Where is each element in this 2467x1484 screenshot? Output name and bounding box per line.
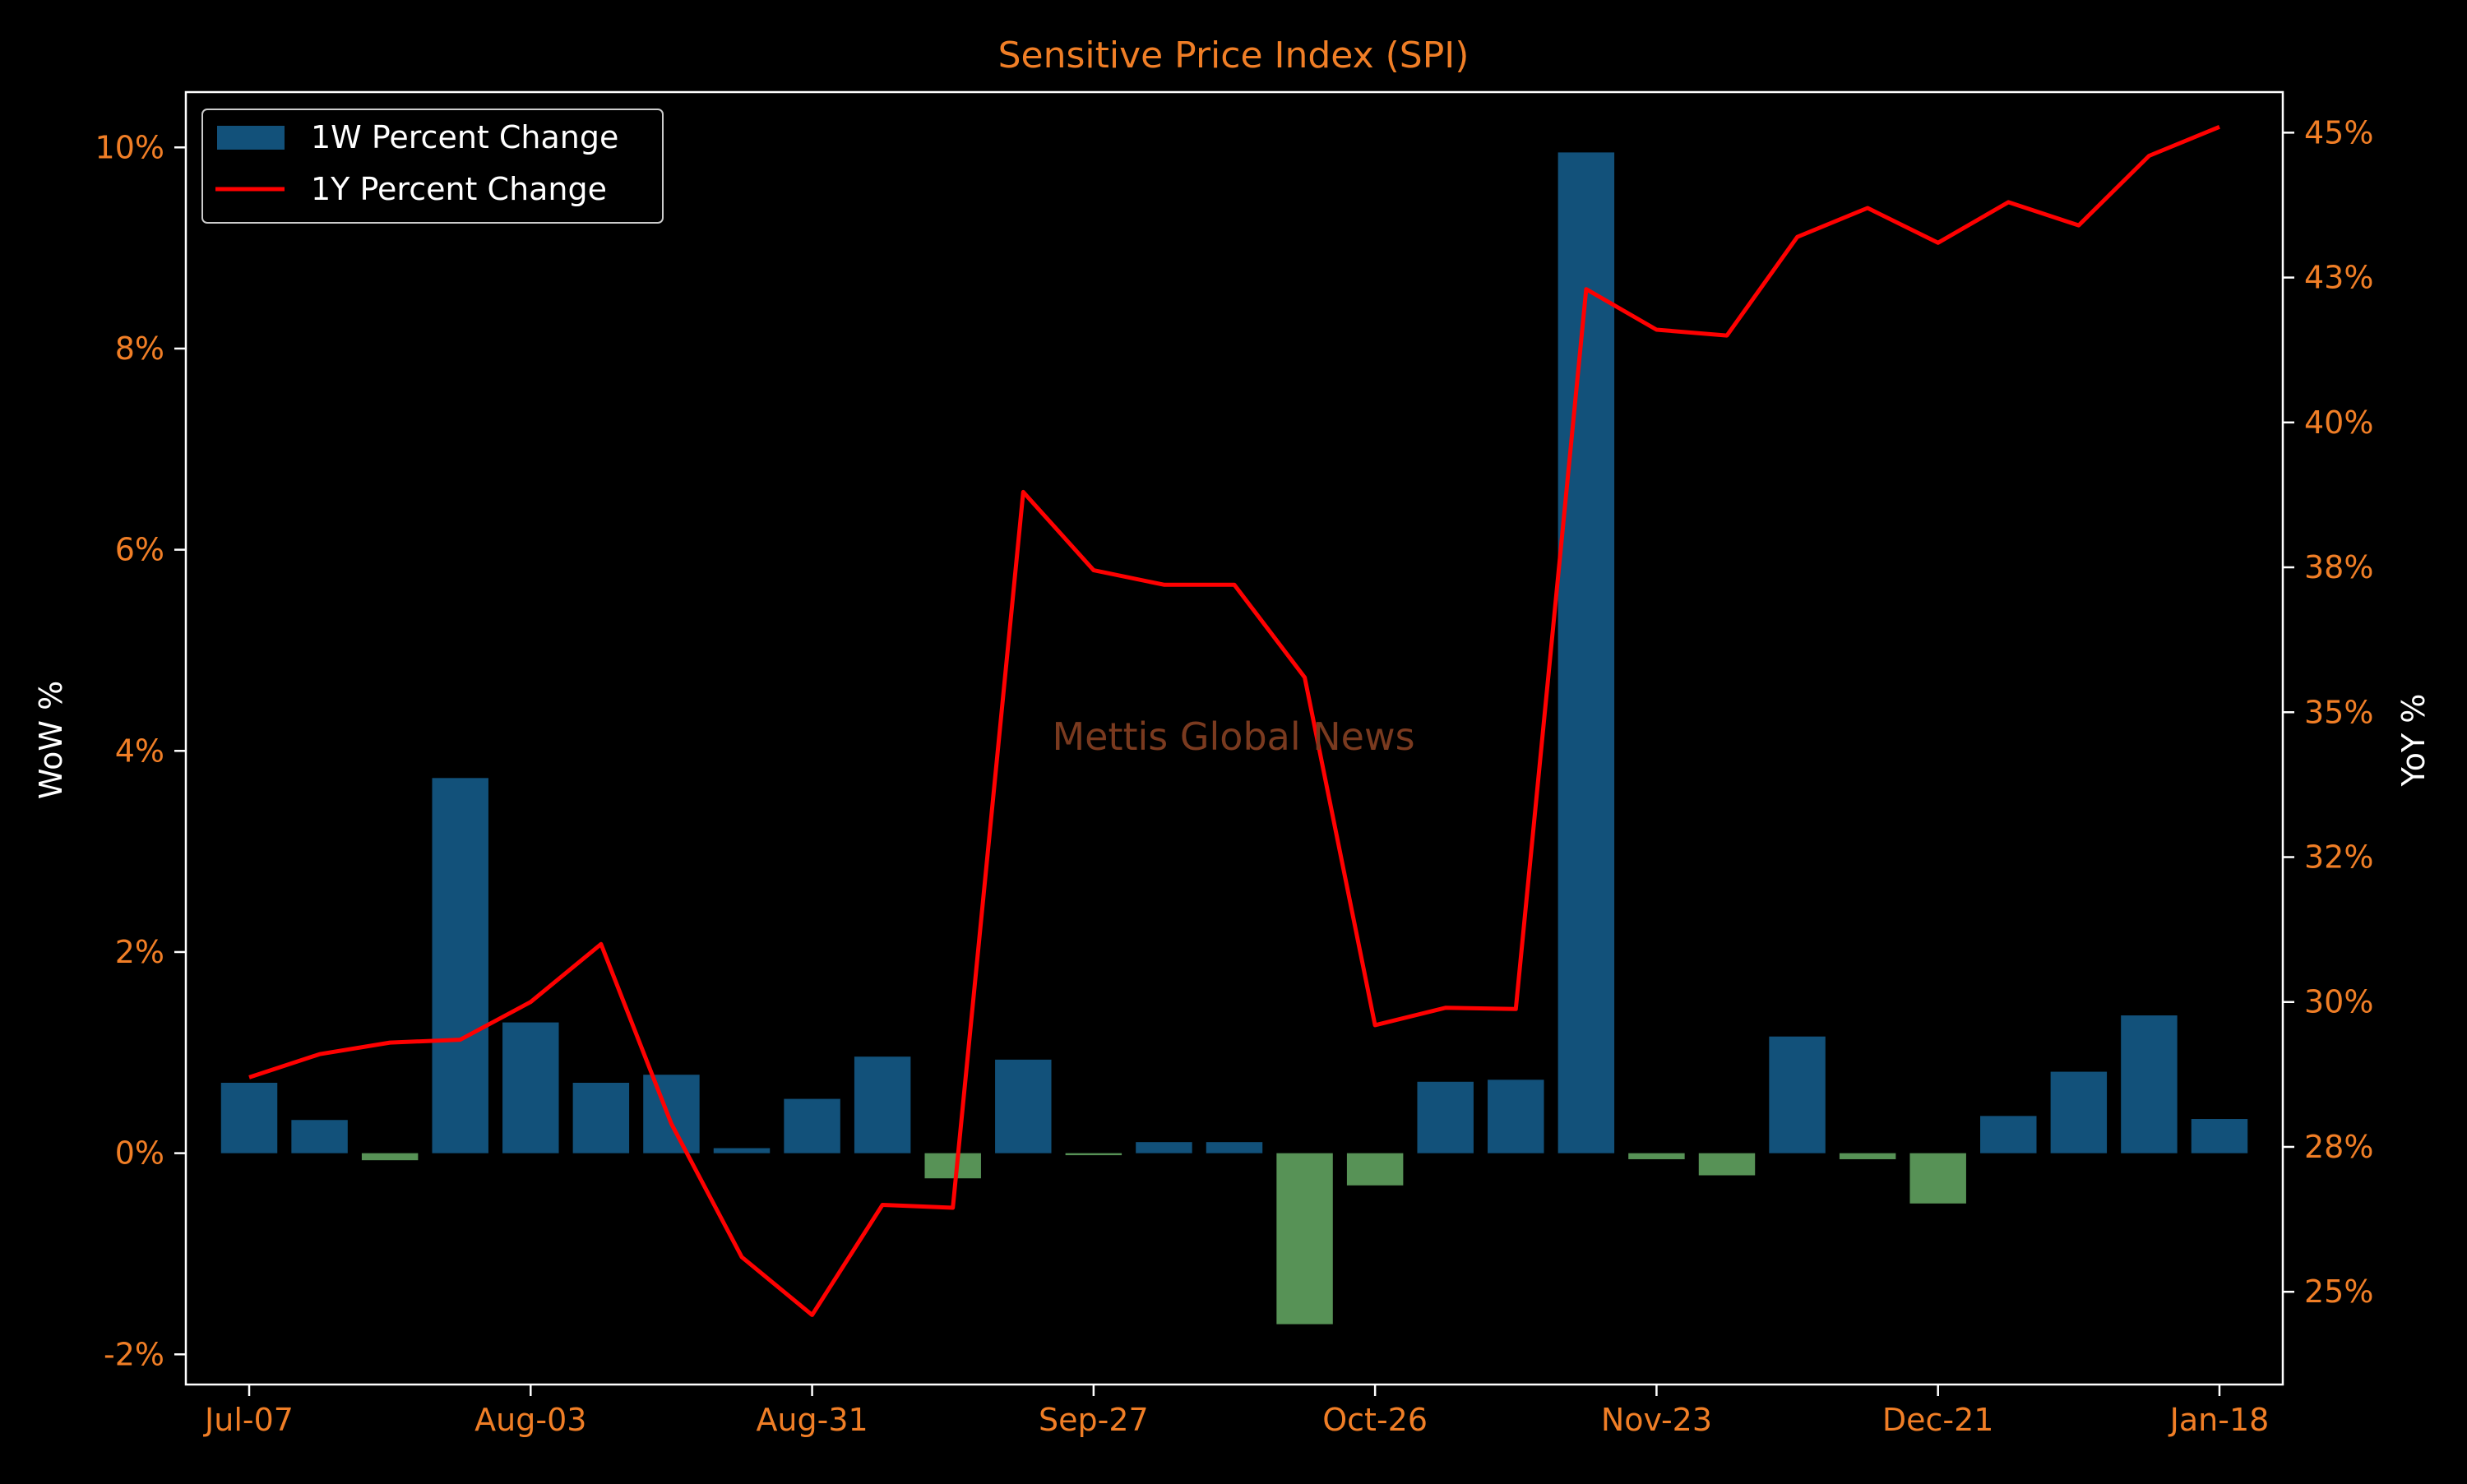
y-axis-right-label: YoY % xyxy=(2395,694,2432,788)
bar xyxy=(2192,1119,2247,1153)
y-axis-left: -2% 0% 2% 4% 6% 8% 10% xyxy=(95,129,186,1372)
y-left-tick-label: 10% xyxy=(95,129,164,165)
bar xyxy=(784,1099,840,1153)
bar xyxy=(854,1056,910,1153)
x-tick-label: Sep-27 xyxy=(1039,1402,1149,1438)
y-right-tick-label: 43% xyxy=(2304,260,2373,296)
watermark-text: Mettis Global News xyxy=(1052,714,1414,759)
bar xyxy=(1206,1142,1262,1153)
x-tick-label: Jul-07 xyxy=(203,1402,294,1438)
bar xyxy=(291,1120,347,1153)
y-left-tick-label: -2% xyxy=(104,1336,164,1372)
x-tick-label: Nov-23 xyxy=(1601,1402,1712,1438)
y-right-tick-label: 38% xyxy=(2304,549,2373,585)
bar xyxy=(1066,1153,1122,1155)
y-axis-right: 25% 28% 30% 32% 35% 38% 40% 43% 45% xyxy=(2283,114,2373,1310)
y-left-tick-label: 8% xyxy=(115,331,164,367)
y-left-tick-label: 6% xyxy=(115,532,164,568)
bar xyxy=(1628,1153,1684,1159)
bar xyxy=(1417,1082,1473,1153)
chart-title: Sensitive Price Index (SPI) xyxy=(998,35,1470,76)
bar xyxy=(502,1023,558,1153)
bar xyxy=(1840,1153,1895,1159)
y-left-tick-label: 2% xyxy=(115,934,164,970)
y-left-tick-label: 0% xyxy=(115,1135,164,1172)
bar xyxy=(2121,1015,2177,1153)
x-tick-label: Jan-18 xyxy=(2168,1402,2270,1438)
bar xyxy=(221,1083,277,1153)
bar xyxy=(1909,1153,1965,1204)
bar xyxy=(714,1149,770,1153)
x-tick-label: Aug-31 xyxy=(756,1402,868,1438)
x-tick-label: Dec-21 xyxy=(1882,1402,1994,1438)
x-axis: Jul-07 Aug-03 Aug-31 Sep-27 Oct-26 Nov-23 Dec-… xyxy=(203,1385,2269,1438)
y-axis-left-label: WoW % xyxy=(33,681,69,799)
legend-swatch-bar xyxy=(217,126,285,150)
bar xyxy=(995,1060,1051,1153)
bar xyxy=(573,1083,629,1153)
bar xyxy=(1136,1142,1192,1153)
bar xyxy=(1980,1116,2036,1153)
y-right-tick-label: 25% xyxy=(2304,1274,2373,1310)
bar xyxy=(362,1153,418,1161)
y-right-tick-label: 30% xyxy=(2304,984,2373,1020)
bar xyxy=(2051,1072,2107,1153)
bar xyxy=(1699,1153,1755,1176)
bar xyxy=(924,1153,980,1179)
bar xyxy=(1276,1153,1332,1325)
y-right-tick-label: 35% xyxy=(2304,694,2373,730)
x-tick-label: Oct-26 xyxy=(1322,1402,1428,1438)
bar xyxy=(1488,1079,1544,1153)
y-right-tick-label: 28% xyxy=(2304,1129,2373,1165)
bar xyxy=(432,778,488,1153)
y-right-tick-label: 32% xyxy=(2304,839,2373,876)
legend-label-bar: 1W Percent Change xyxy=(311,119,618,155)
bar xyxy=(1347,1153,1403,1186)
legend: 1W Percent Change 1Y Percent Change xyxy=(202,109,663,223)
legend-label-line: 1Y Percent Change xyxy=(311,171,607,207)
bar xyxy=(643,1075,699,1153)
y-right-tick-label: 40% xyxy=(2304,405,2373,441)
y-left-tick-label: 4% xyxy=(115,733,164,769)
y-right-tick-label: 45% xyxy=(2304,114,2373,150)
x-tick-label: Aug-03 xyxy=(474,1402,586,1438)
bar xyxy=(1769,1037,1825,1153)
